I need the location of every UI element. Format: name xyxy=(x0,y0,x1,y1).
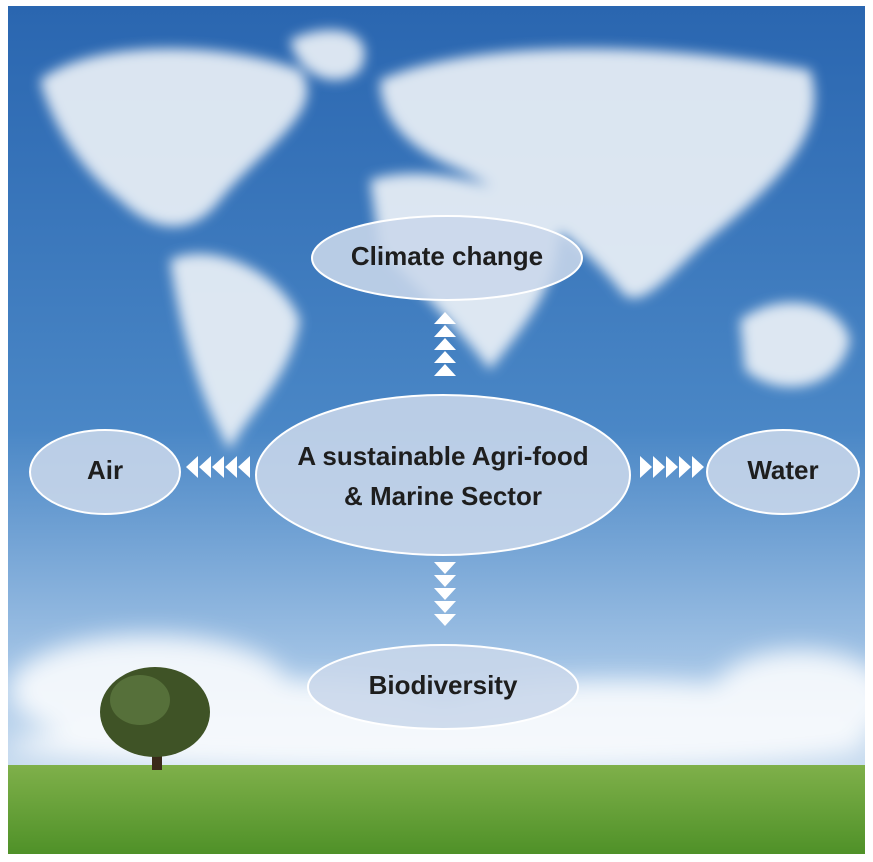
center-ellipse xyxy=(256,395,630,555)
node-label: Air xyxy=(87,455,123,485)
center-label: & Marine Sector xyxy=(344,481,542,511)
center-label: A sustainable Agri-food xyxy=(297,441,588,471)
page: Climate change Air Water Biodiversity A … xyxy=(0,0,873,862)
node-label: Climate change xyxy=(351,241,543,271)
node-label: Biodiversity xyxy=(369,670,518,700)
diagram: Climate change Air Water Biodiversity A … xyxy=(0,0,873,862)
grass xyxy=(8,765,865,854)
node-label: Water xyxy=(747,455,818,485)
